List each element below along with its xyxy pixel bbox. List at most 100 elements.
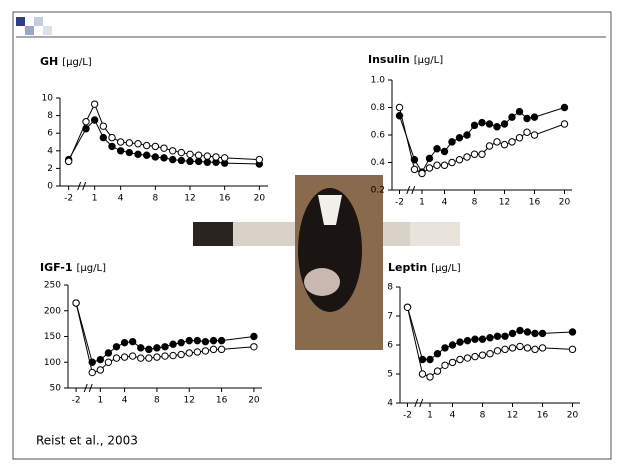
y-tick-label: 0.4 — [371, 158, 386, 168]
data-point — [448, 158, 456, 167]
data-point — [255, 155, 264, 164]
data-point — [441, 344, 449, 352]
x-tick-label: 4 — [450, 411, 456, 421]
data-point — [456, 338, 464, 346]
data-point — [433, 350, 442, 358]
data-point — [153, 353, 161, 361]
y-tick-label: 100 — [44, 358, 61, 368]
data-point — [410, 165, 419, 174]
x-tick-label: 8 — [472, 198, 478, 208]
data-point — [134, 150, 142, 159]
data-point — [486, 334, 494, 342]
chart-unit: [µg/L] — [431, 263, 461, 274]
data-point — [128, 352, 137, 360]
x-tick-label: 12 — [507, 411, 518, 421]
data-point — [116, 147, 125, 155]
x-tick-label: 8 — [154, 396, 160, 406]
data-point — [250, 332, 258, 341]
x-tick-label: 20 — [559, 198, 571, 208]
data-point — [493, 332, 502, 340]
x-tick-label: 4 — [118, 194, 124, 204]
data-point — [217, 345, 226, 354]
chart-unit: [µg/L] — [414, 55, 444, 66]
chart-title: GH — [40, 55, 58, 68]
chart-panel: Leptin [µg/L] 4 5 6 7 8 -2 1 4 8 12 16 20 — [387, 261, 580, 421]
data-point — [395, 103, 404, 112]
data-point — [168, 147, 177, 155]
data-point — [418, 169, 426, 178]
data-point — [440, 161, 449, 169]
data-point — [201, 347, 210, 355]
y-tick-label: 4 — [47, 146, 53, 156]
data-point — [440, 147, 449, 156]
data-point — [463, 153, 471, 161]
data-point — [538, 344, 547, 352]
data-point — [134, 140, 142, 148]
data-point — [90, 100, 99, 108]
data-point — [448, 341, 457, 349]
axis-break — [77, 181, 87, 191]
y-tick-label: 8 — [387, 283, 393, 293]
y-tick-label: 5 — [387, 370, 393, 380]
data-point — [177, 338, 185, 347]
data-point — [538, 329, 547, 338]
data-point — [508, 138, 516, 146]
data-point — [425, 164, 434, 172]
data-point — [531, 345, 539, 354]
data-point — [137, 344, 145, 352]
data-point — [530, 113, 539, 121]
data-point — [448, 358, 457, 367]
data-point — [515, 107, 524, 116]
data-point — [500, 140, 509, 149]
data-point — [125, 148, 134, 157]
chart-unit: [µg/L] — [77, 263, 107, 274]
data-point — [201, 337, 210, 346]
x-tick-label: 12 — [184, 396, 195, 406]
data-point — [209, 336, 218, 345]
data-point — [185, 336, 193, 345]
data-point — [220, 154, 229, 162]
data-point — [160, 154, 168, 162]
data-point — [108, 133, 116, 142]
data-point — [120, 353, 129, 361]
data-point — [209, 345, 218, 354]
data-point — [425, 154, 434, 163]
data-point — [96, 355, 105, 364]
data-point — [531, 329, 539, 338]
data-point — [194, 151, 203, 159]
data-point — [478, 335, 487, 343]
data-point — [493, 138, 501, 146]
data-point — [493, 123, 501, 131]
y-tick-label: 8 — [47, 111, 53, 121]
data-point — [568, 345, 577, 354]
data-point — [169, 351, 177, 360]
data-point — [104, 349, 113, 357]
x-tick-label: -2 — [72, 396, 81, 406]
x-tick-label: 4 — [442, 198, 448, 208]
data-point — [128, 337, 137, 346]
data-point — [99, 133, 108, 142]
data-point — [433, 145, 441, 153]
data-point — [193, 336, 202, 345]
cow-photo — [193, 175, 460, 350]
data-point — [90, 116, 99, 124]
x-tick-label: 8 — [480, 411, 486, 421]
data-point — [456, 355, 464, 364]
chart-title: Insulin — [368, 53, 410, 66]
data-point — [501, 332, 509, 340]
x-tick-label: 1 — [97, 396, 103, 406]
x-tick-label: 20 — [254, 194, 266, 204]
data-point — [568, 328, 577, 336]
data-point — [523, 128, 531, 136]
data-point — [485, 142, 494, 150]
data-point — [217, 336, 226, 345]
data-point — [203, 158, 212, 166]
data-point — [470, 150, 479, 158]
data-point — [403, 303, 412, 311]
data-point — [203, 152, 212, 160]
data-point — [145, 354, 153, 362]
data-point — [82, 118, 90, 126]
y-tick-label: 0.2 — [371, 186, 385, 196]
data-point — [153, 344, 161, 352]
data-point — [470, 121, 479, 130]
